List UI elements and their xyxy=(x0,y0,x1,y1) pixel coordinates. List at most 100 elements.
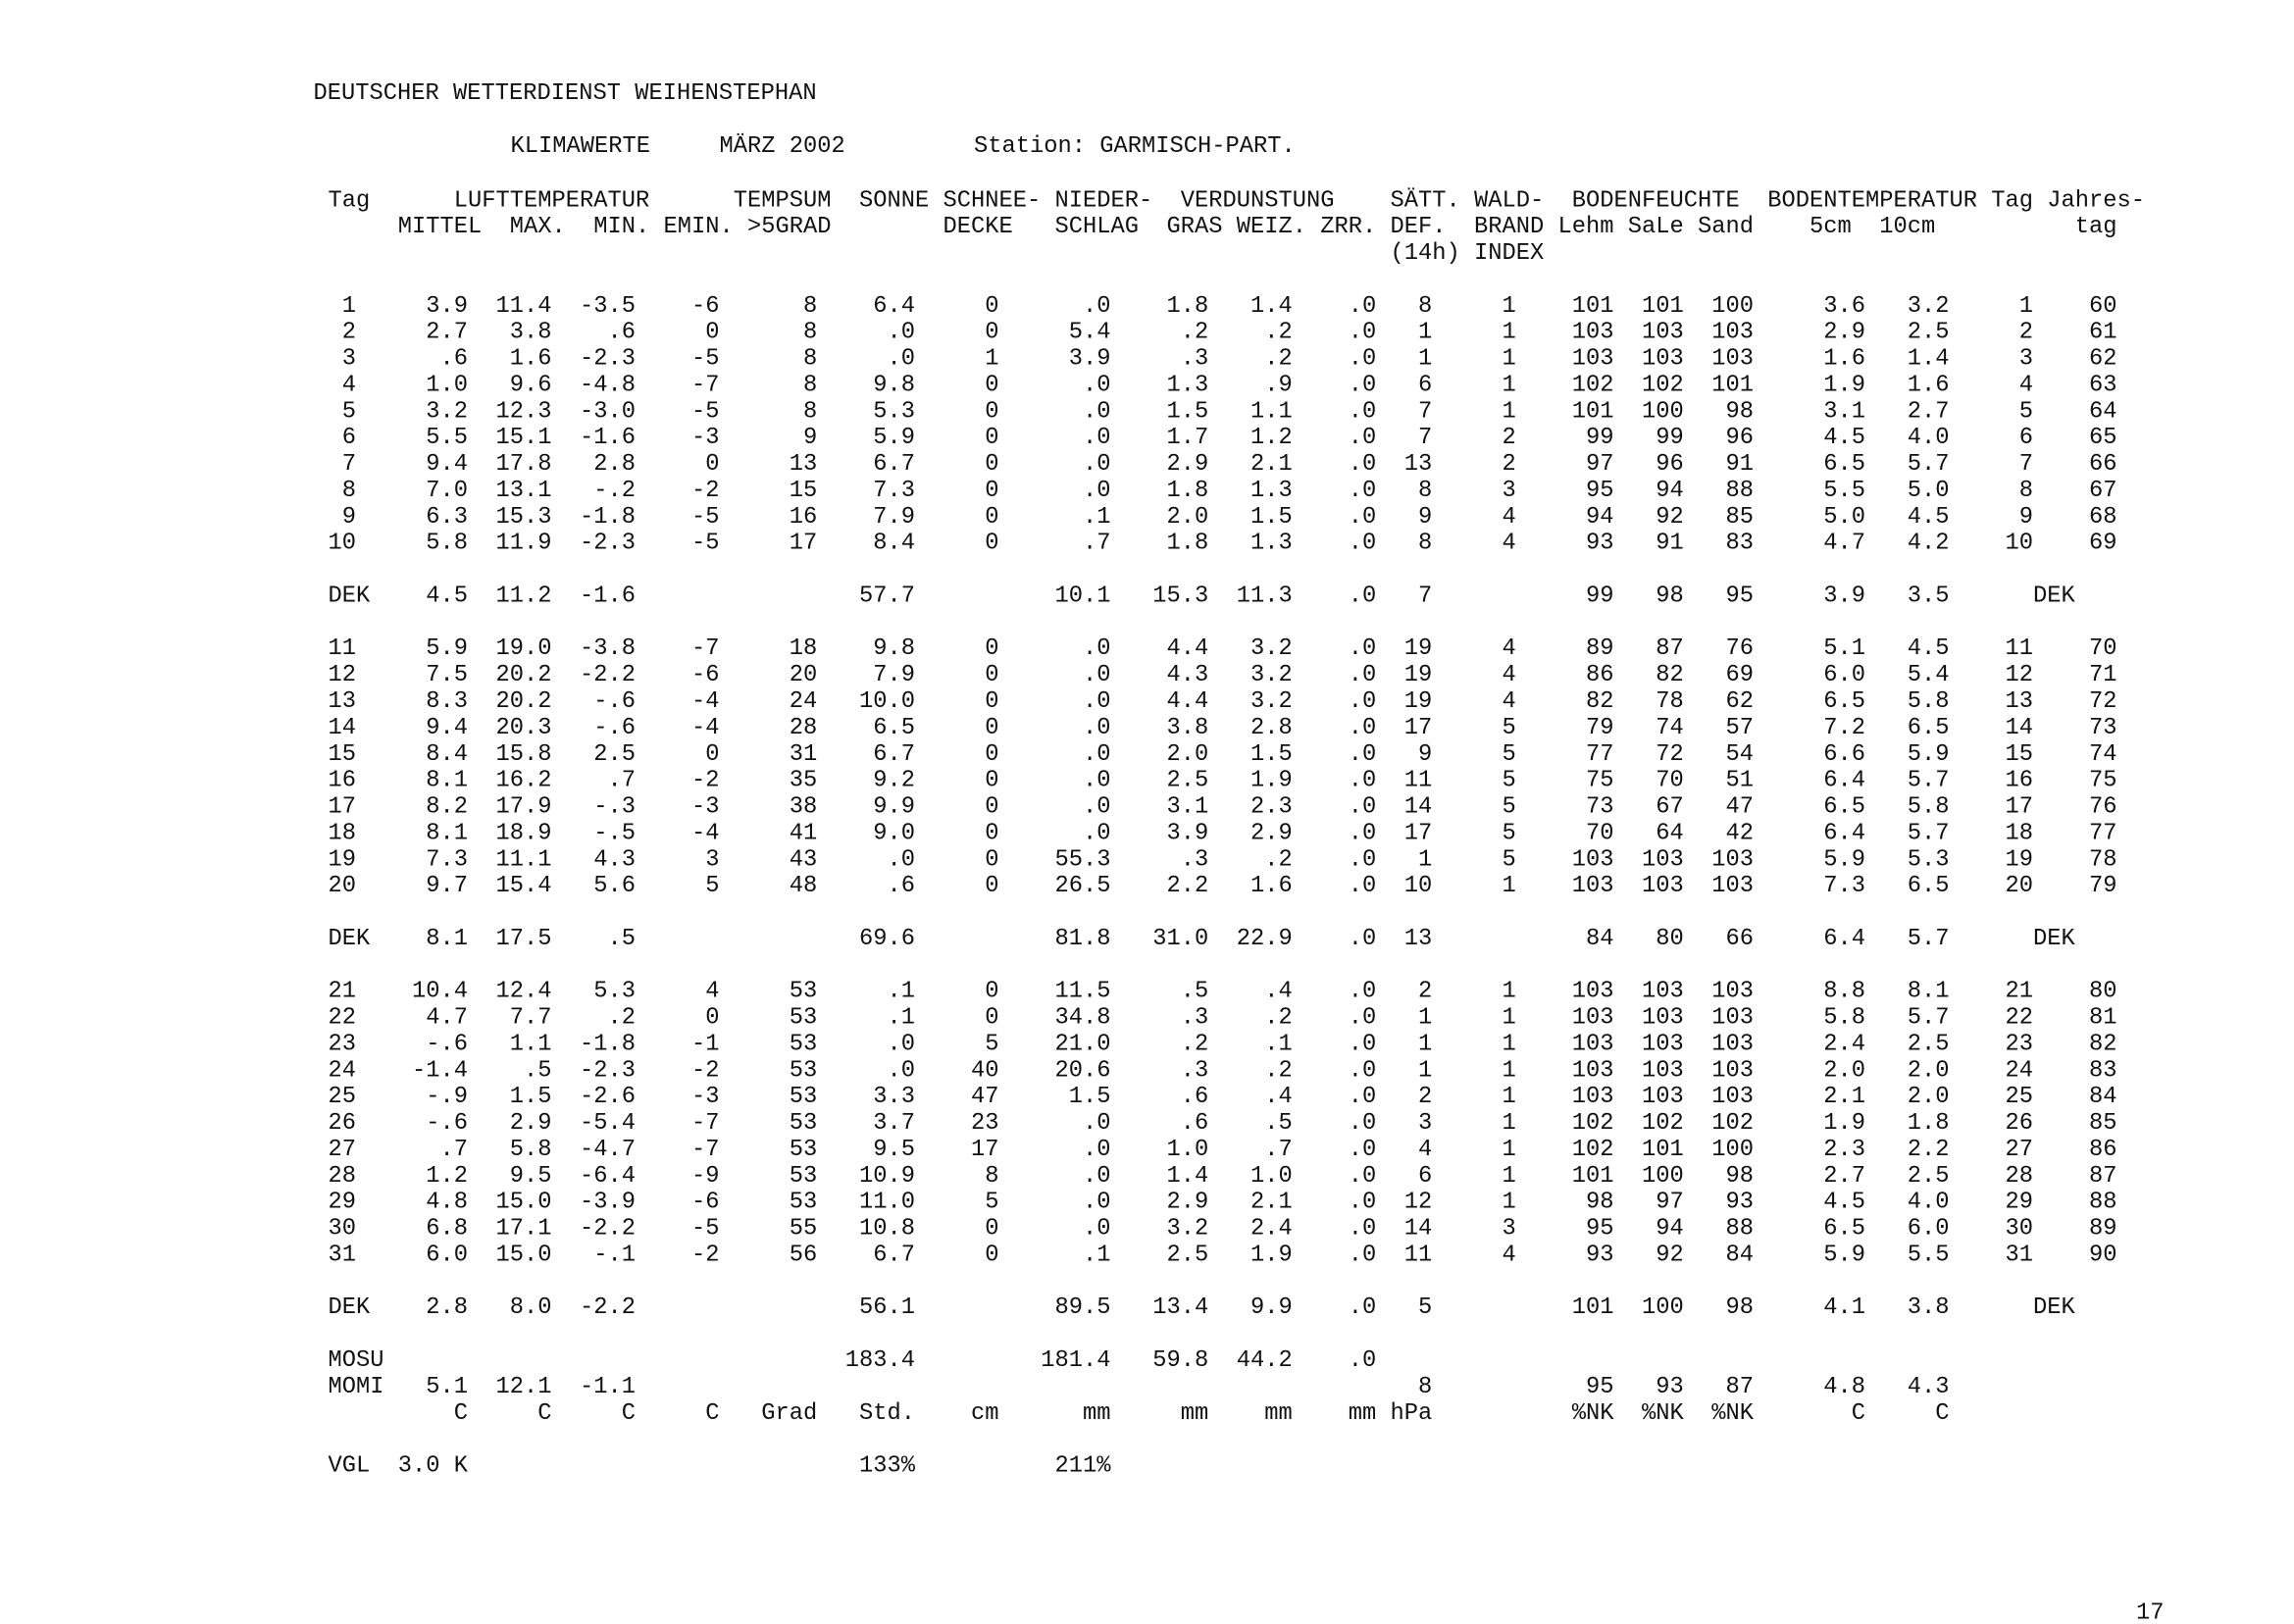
cell: 2.9 xyxy=(1166,1190,1208,1216)
cell: 78 xyxy=(1656,688,1684,715)
cell: -7 xyxy=(691,635,720,662)
cell: 16 xyxy=(790,504,818,531)
row-label: DEK xyxy=(329,583,372,609)
cell: 20 xyxy=(328,873,356,899)
cell: .0 xyxy=(1349,293,1377,320)
cell: 7.9 xyxy=(873,662,915,688)
column-header: SÄTT. xyxy=(1391,186,1460,214)
cell: 7.0 xyxy=(426,478,468,504)
row-label: DEK xyxy=(2033,926,2076,952)
cell: 3 xyxy=(705,846,719,873)
cell: 16 xyxy=(2005,768,2033,794)
cell: 8 xyxy=(803,398,817,425)
cell: 4.0 xyxy=(1908,425,1950,451)
cell: 6.7 xyxy=(873,741,915,768)
cell: 2.4 xyxy=(1250,1216,1293,1243)
cell: C xyxy=(622,1400,636,1427)
cell: -2 xyxy=(691,478,720,504)
cell: 2.4 xyxy=(1823,1031,1865,1057)
cell: 2.0 xyxy=(1166,504,1208,531)
cell: 103 xyxy=(1642,846,1684,873)
cell: 5 xyxy=(342,398,356,425)
column-header: tag xyxy=(2075,214,2117,240)
cell: 5 xyxy=(1502,794,1515,821)
cell: -2.6 xyxy=(580,1084,636,1110)
cell: .0 xyxy=(1349,820,1377,846)
cell: 26 xyxy=(2005,1110,2033,1137)
cell: .0 xyxy=(1349,715,1377,741)
cell: 22 xyxy=(2005,1005,2033,1032)
cell: 82 xyxy=(2089,1031,2117,1057)
cell: 2 xyxy=(342,320,356,346)
cell: 2.7 xyxy=(1908,398,1950,425)
column-header: WEIZ. xyxy=(1237,214,1306,240)
cell: 93 xyxy=(1586,1242,1614,1268)
cell: 7.5 xyxy=(426,662,468,688)
cell: 93 xyxy=(1586,531,1614,557)
cell: .0 xyxy=(1083,688,1111,715)
cell: 103 xyxy=(1711,1084,1754,1110)
cell: 96 xyxy=(1725,425,1754,451)
cell: 53 xyxy=(790,1084,818,1110)
cell: 1.5 xyxy=(510,1084,552,1110)
cell: -7 xyxy=(691,372,720,398)
cell: 3.9 xyxy=(1069,346,1111,373)
cell: 64 xyxy=(1656,820,1684,846)
cell: 28 xyxy=(790,715,818,741)
cell: 5 xyxy=(1502,820,1515,846)
cell: 4.4 xyxy=(1166,688,1208,715)
cell: 103 xyxy=(1642,1057,1684,1084)
cell: 23 xyxy=(971,1110,999,1137)
cell: -.2 xyxy=(593,478,636,504)
cell: 1.9 xyxy=(1823,372,1865,398)
cell: 6.4 xyxy=(1823,926,1865,952)
cell: 1 xyxy=(1502,1031,1515,1057)
cell: 29 xyxy=(328,1190,356,1216)
cell: 8 xyxy=(342,478,356,504)
cell: 9.6 xyxy=(510,372,552,398)
cell: 87 xyxy=(1656,635,1684,662)
cell: .1 xyxy=(887,979,915,1005)
cell: 75 xyxy=(2089,768,2117,794)
cell: 88 xyxy=(2089,1190,2117,1216)
cell: 1.7 xyxy=(1166,425,1208,451)
cell: 103 xyxy=(1572,846,1614,873)
cell: -6 xyxy=(691,662,720,688)
cell: 7 xyxy=(1418,425,1432,451)
cell: 9 xyxy=(342,504,356,531)
column-header: Lehm xyxy=(1558,214,1614,240)
cell: .0 xyxy=(1349,372,1377,398)
cell: 20.2 xyxy=(495,662,551,688)
cell: 70 xyxy=(1656,768,1684,794)
cell: .6 xyxy=(1181,1084,1209,1110)
cell: .0 xyxy=(1349,1005,1377,1032)
cell: 102 xyxy=(1572,372,1614,398)
cell: 25 xyxy=(328,1084,356,1110)
cell: 5.1 xyxy=(1823,635,1865,662)
cell: 13 xyxy=(790,451,818,478)
cell: .0 xyxy=(1349,1084,1377,1110)
cell: 4.3 xyxy=(1166,662,1208,688)
cell: 0 xyxy=(705,741,719,768)
cell: 1.1 xyxy=(1250,398,1293,425)
cell: 70 xyxy=(2089,635,2117,662)
cell: 34.8 xyxy=(1054,1005,1110,1032)
cell: 17 xyxy=(2005,794,2033,821)
cell: 8 xyxy=(1418,1374,1432,1400)
cell: 97 xyxy=(1586,451,1614,478)
cell: 8.1 xyxy=(426,926,468,952)
cell: 99 xyxy=(1656,425,1684,451)
cell: .6 xyxy=(439,346,468,373)
cell: 101 xyxy=(1642,293,1684,320)
cell: 18 xyxy=(790,635,818,662)
column-header: LUFTTEMPERATUR xyxy=(454,187,650,214)
cell: .7 xyxy=(439,1137,468,1163)
cell: 0 xyxy=(985,820,998,846)
cell: 71 xyxy=(2089,662,2117,688)
cell: 4 xyxy=(1502,688,1515,715)
cell: 3.7 xyxy=(873,1110,915,1137)
cell: 103 xyxy=(1642,1005,1684,1032)
cell: 15.3 xyxy=(495,504,551,531)
cell: 1.8 xyxy=(1166,478,1208,504)
cell: 102 xyxy=(1572,1137,1614,1163)
